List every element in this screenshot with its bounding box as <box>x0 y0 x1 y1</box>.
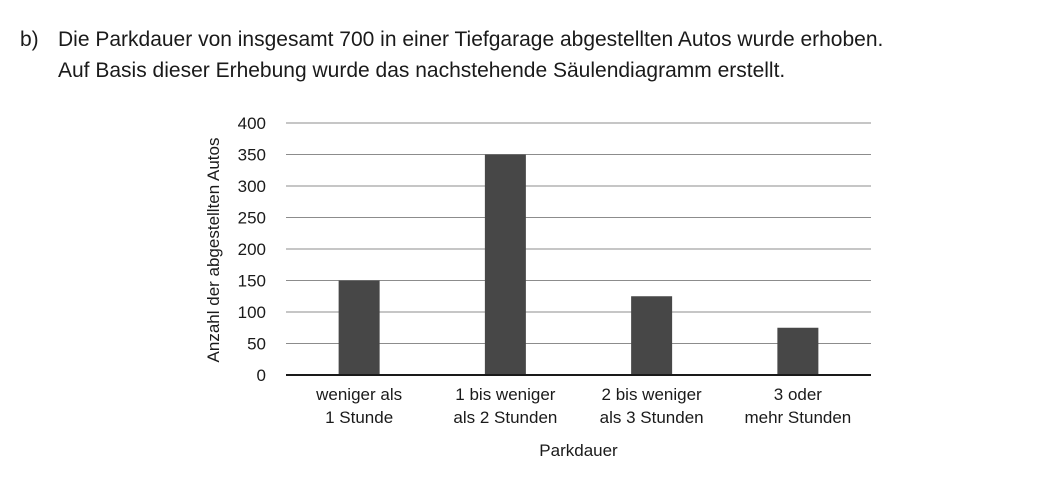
y-tick-label: 300 <box>238 177 266 196</box>
x-tick-labels: weniger als 1 Stunde 1 bis weniger als 2 St… <box>315 385 851 427</box>
x-tick-label: als 3 Stunden <box>600 408 704 427</box>
y-axis-title: Anzahl der abgestellten Autos <box>204 138 223 363</box>
bar <box>338 280 380 375</box>
x-tick-label: weniger als <box>315 385 402 404</box>
y-tick-label: 100 <box>238 303 266 322</box>
x-tick-label: 3 oder <box>774 385 823 404</box>
bars <box>338 154 819 375</box>
task-line-2: Auf Basis dieser Erhebung wurde das nach… <box>58 59 786 82</box>
grid-lines <box>286 122 871 344</box>
task-text: Die Parkdauer von insgesamt 700 in einer… <box>58 24 1038 86</box>
x-tick-label: 1 Stunde <box>325 408 393 427</box>
x-axis-title: Parkdauer <box>539 441 618 460</box>
y-tick-label: 200 <box>238 240 266 259</box>
y-tick-label: 350 <box>238 146 266 165</box>
bar <box>631 296 673 375</box>
task-label: b) <box>20 28 39 51</box>
y-tick-label: 150 <box>238 272 266 291</box>
task-line-1: Die Parkdauer von insgesamt 700 in einer… <box>58 28 884 51</box>
y-tick-label: 0 <box>257 366 266 385</box>
x-tick-label: 1 bis weniger <box>455 385 556 404</box>
y-tick-label: 400 <box>238 114 266 133</box>
y-tick-label: 50 <box>247 335 266 354</box>
x-tick-label: als 2 Stunden <box>453 408 557 427</box>
x-tick-label: mehr Stunden <box>744 408 851 427</box>
y-tick-label: 250 <box>238 209 266 228</box>
bar <box>777 327 819 375</box>
bar <box>484 154 526 375</box>
y-tick-labels: 0 50 100 150 200 250 300 350 400 <box>238 114 266 385</box>
x-tick-label: 2 bis weniger <box>602 385 703 404</box>
